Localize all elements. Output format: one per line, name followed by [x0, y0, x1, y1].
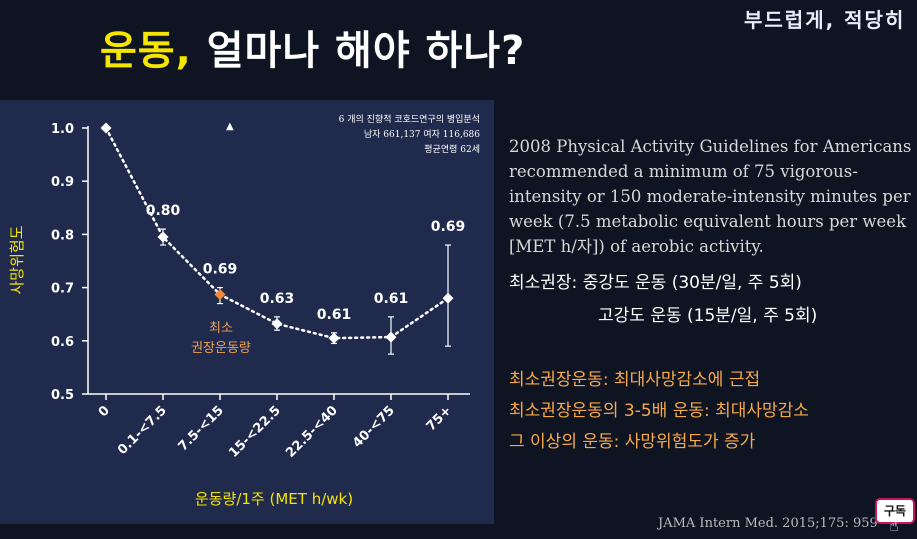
data-point-marker	[157, 231, 169, 243]
handwritten-note: 부드럽게, 적당히	[744, 8, 906, 32]
slide-title: 운동, 얼마나 해야 하나?	[100, 18, 525, 76]
annotation-min: 최소	[209, 321, 233, 336]
finding-1: 최소권장운동: 최대사망감소에 근접	[509, 370, 761, 390]
y-axis-label: 사망위험도	[8, 225, 26, 294]
mortality-chart: 1.0 0.9 0.8 0.7 0.6 0.5 0 0.1-<7.5 7.5-<15 15-<2…	[8, 113, 480, 508]
x-tick-label: 75+	[424, 403, 455, 434]
x-ticks: 0 0.1-<7.5 7.5-<15 15-<22.5 22.5-<40 40-<75 75…	[96, 394, 455, 461]
y-tick-label: 0.9	[51, 175, 74, 190]
x-tick-label: 0.1-<7.5	[115, 403, 170, 458]
y-ticks: 1.0 0.9 0.8 0.7 0.6 0.5	[51, 122, 88, 403]
study-note-1: 6 개의 진향적 코호드연구의 병입분석	[339, 113, 480, 125]
x-axis-label: 운동량/1주 (MET h/wk)	[195, 490, 353, 508]
chart-panel: 1.0 0.9 0.8 0.7 0.6 0.5 0 0.1-<7.5 7.5-<15 15-<2…	[0, 100, 494, 524]
y-tick-label: 0.5	[51, 388, 74, 403]
data-value-label: 0.69	[203, 262, 238, 278]
y-tick-label: 1.0	[51, 122, 74, 137]
finding-2: 최소권장운동의 3-5배 운동: 최대사망감소	[509, 401, 809, 421]
markers	[100, 122, 454, 344]
y-tick-label: 0.8	[51, 228, 74, 243]
subscribe-button[interactable]: 구독	[875, 498, 915, 524]
annotation-recommended: 권장운동량	[191, 341, 251, 356]
y-tick-label: 0.6	[51, 335, 74, 350]
data-value-label: 0.69	[431, 219, 466, 235]
study-note-3: 평균연령 62세	[424, 143, 480, 155]
pointing-hand-icon: ☝	[889, 516, 899, 535]
x-tick-label: 22.5-<40	[283, 403, 341, 461]
data-value-label: 0.61	[317, 307, 352, 323]
x-tick-label: 7.5-<15	[176, 403, 227, 454]
finding-3: 그 이상의 운동: 사망위험도가 증가	[509, 432, 756, 452]
title-highlight: 운동,	[100, 28, 192, 74]
data-point-marker	[442, 292, 454, 304]
data-value-label: 0.80	[146, 203, 181, 219]
data-value-label: 0.61	[374, 291, 409, 307]
recommendation-line-1: 최소권장: 중강도 운동 (30분/일, 주 5회)	[509, 273, 802, 293]
guideline-text: 2008 Physical Activity Guidelines for Am…	[509, 137, 912, 256]
x-tick-label: 15-<22.5	[226, 403, 284, 461]
title-rest: 얼마나 해야 하나?	[191, 28, 526, 74]
y-tick-label: 0.7	[51, 282, 74, 297]
data-point-marker	[385, 331, 397, 343]
data-point-marker	[100, 122, 112, 134]
data-value-label: 0.63	[260, 291, 295, 307]
data-labels: 0.80 0.69 0.63 0.61 0.61 0.69	[146, 203, 466, 323]
data-point-marker	[214, 289, 226, 301]
x-tick-label: 40-<75	[350, 403, 398, 451]
x-tick-label: 0	[96, 403, 113, 420]
mouse-cursor-icon: ▲	[226, 121, 234, 132]
data-point-marker	[328, 332, 340, 344]
study-note-2: 남자 661,137 여자 116,686	[364, 128, 480, 140]
recommendation-line-2: 고강도 운동 (15분/일, 주 5회)	[598, 306, 818, 326]
data-point-marker	[271, 318, 283, 330]
citation: JAMA Intern Med. 2015;175: 959	[658, 516, 878, 531]
axes	[87, 126, 470, 395]
